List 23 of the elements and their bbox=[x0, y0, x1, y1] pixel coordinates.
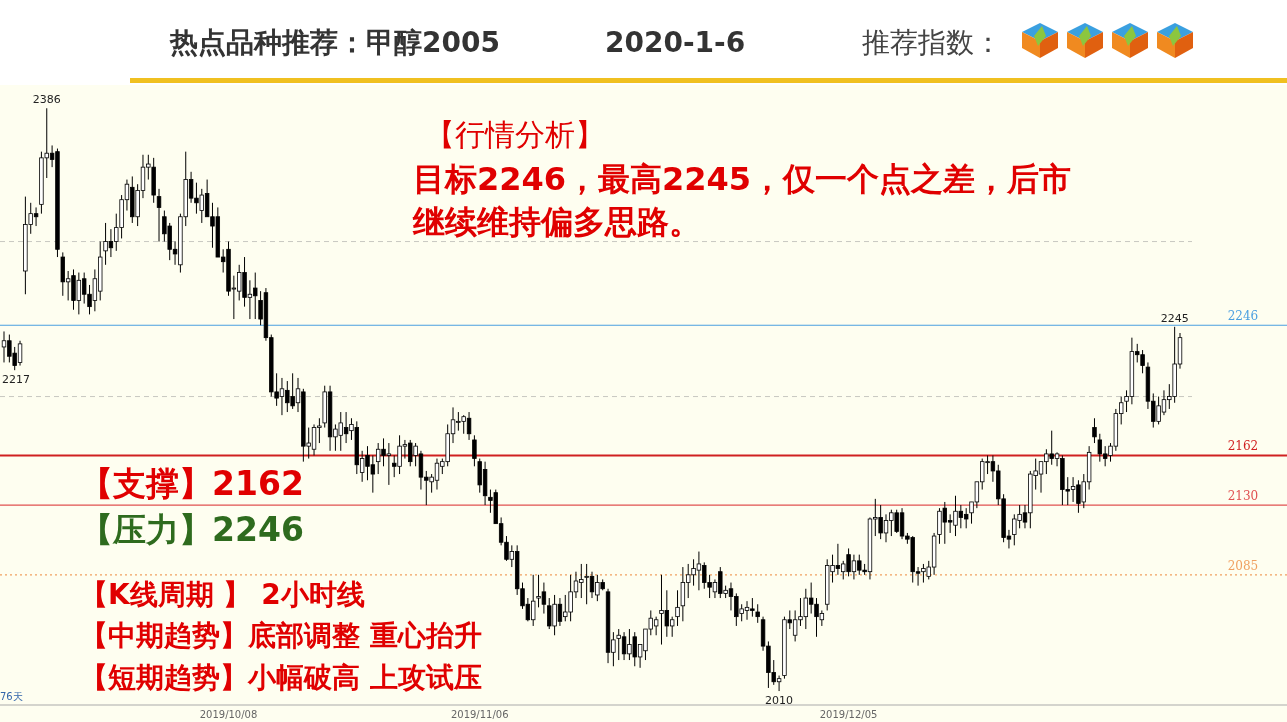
x-tick-label: 2019/12/05 bbox=[819, 709, 878, 720]
annotation: 目标2246，最高2245，仅一个点之差，后市 bbox=[413, 160, 1072, 198]
ref-line-label: 2162 bbox=[1227, 439, 1259, 454]
chart-title: 热点品种推荐：甲醇2005 bbox=[169, 26, 500, 59]
annotation: 【中期趋势】底部调整 重心抬升 bbox=[80, 619, 482, 652]
annotation: 【压力】2246 bbox=[80, 510, 304, 549]
annotation: 【行情分析】 bbox=[425, 117, 605, 152]
annotation: 【K线周期 】 2小时线 bbox=[80, 578, 365, 611]
annotation: 2217 bbox=[2, 373, 30, 387]
annotation: 76天 bbox=[0, 691, 23, 702]
chart-subtitle: 2020-1-6 bbox=[605, 26, 746, 59]
x-tick-label: 2019/11/06 bbox=[450, 709, 509, 720]
ref-line-label: 2130 bbox=[1227, 489, 1259, 504]
annotation: 2010 bbox=[765, 694, 794, 708]
annotation: 2245 bbox=[1160, 311, 1189, 325]
x-tick-label: 2019/10/08 bbox=[199, 709, 258, 720]
ref-line-label: 2085 bbox=[1227, 558, 1259, 573]
annotation: 【支撑】2162 bbox=[80, 464, 304, 503]
ref-line-label: 2246 bbox=[1227, 309, 1259, 324]
annotation: 【短期趋势】小幅破高 上攻试压 bbox=[80, 661, 482, 694]
text: 推荐指数： bbox=[862, 26, 1002, 59]
annotation: 继续维持偏多思路。 bbox=[412, 203, 701, 241]
annotation: 2386 bbox=[32, 93, 61, 107]
